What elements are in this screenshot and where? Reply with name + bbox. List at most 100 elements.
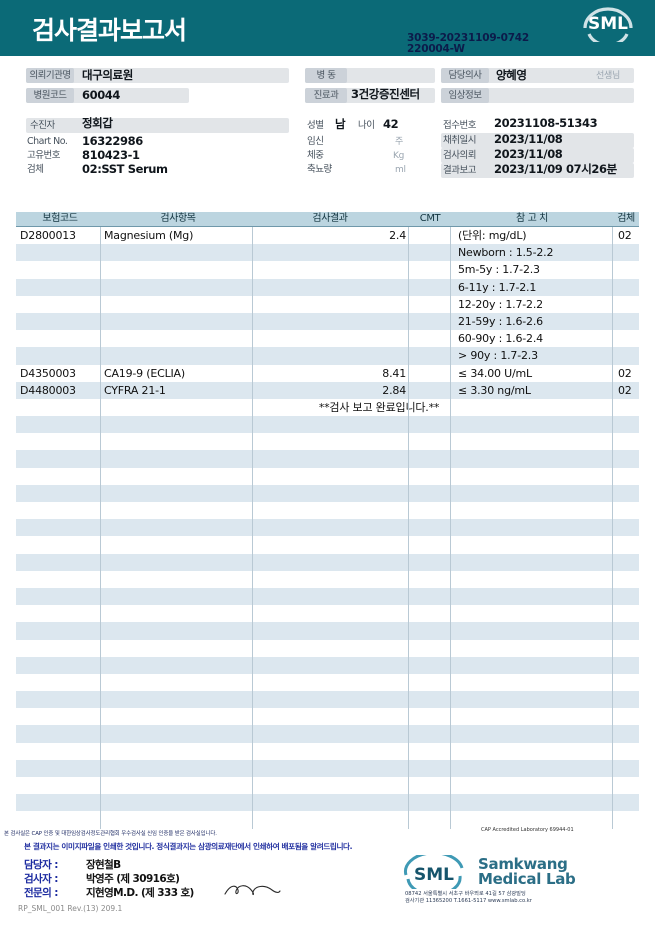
table-row bbox=[16, 759, 639, 777]
table-row: 6-11y : 1.7-2.1 bbox=[16, 278, 639, 296]
weight-label: 체중 bbox=[307, 150, 324, 161]
clinical-info-chip bbox=[441, 88, 634, 103]
table-row bbox=[16, 777, 639, 794]
doctor-value: 양혜영 bbox=[496, 68, 527, 82]
cell-code: D4480003 bbox=[20, 383, 76, 397]
rule-code bbox=[100, 227, 101, 829]
cell-ref: 5m-5y : 1.7-2.3 bbox=[458, 263, 540, 277]
ordered-value: 2023/11/08 bbox=[494, 147, 563, 161]
column-header-result: 검사결과 bbox=[312, 213, 348, 224]
doctor-label: 담당의사 bbox=[441, 68, 489, 83]
patient-info-panel: 의뢰기관명 대구의료원 병원코드 60044 수진자 정회갑 Chart No.… bbox=[0, 56, 655, 208]
column-header-code: 보험코드 bbox=[42, 213, 78, 224]
table-row bbox=[16, 691, 639, 709]
svg-text:SML: SML bbox=[414, 865, 454, 885]
table-row: D4480003 CYFRA 21-1 2.84 ≤ 3.30 ng/mL 02 bbox=[16, 381, 639, 399]
rule-name bbox=[252, 227, 253, 829]
pregnancy-unit: 주 bbox=[395, 137, 403, 147]
sex-label: 성별 bbox=[307, 120, 324, 131]
institution-chip bbox=[26, 68, 289, 83]
cell-ref: 21-59y : 1.6-2.6 bbox=[458, 314, 543, 328]
cell-result: 8.41 bbox=[382, 366, 406, 380]
signature-row-manager: 담당자 : 장현철B bbox=[24, 857, 121, 872]
lab-name-line-1: Samkwang bbox=[478, 855, 568, 873]
ordered-chip bbox=[441, 148, 634, 163]
cell-ref: ≤ 34.00 U/mL bbox=[458, 366, 532, 380]
institution-label: 의뢰기관명 bbox=[26, 68, 74, 83]
page-title: 검사결과보고서 bbox=[32, 16, 187, 45]
table-row bbox=[16, 519, 639, 537]
specimen-label: 검체 bbox=[27, 164, 44, 175]
table-row: 5m-5y : 1.7-2.3 bbox=[16, 261, 639, 278]
technologist-label: 검사자 : bbox=[24, 873, 58, 885]
age-value: 42 bbox=[383, 117, 399, 131]
manager-value: 장현철B bbox=[86, 859, 121, 871]
rule-ref bbox=[612, 227, 613, 829]
handwritten-signature-icon bbox=[224, 885, 281, 896]
lab-address-line-1: 08742 서울특별시 서초구 바우뫼로 41길 57 삼광빌딩 bbox=[405, 891, 526, 897]
table-row bbox=[16, 553, 639, 571]
manager-label: 담당자 : bbox=[24, 859, 58, 871]
doctor-chip bbox=[441, 68, 634, 83]
rule-result bbox=[408, 227, 409, 829]
cell-code: D4350003 bbox=[20, 366, 76, 380]
reported-chip bbox=[441, 163, 634, 178]
barcode-line-1: 3039-20231109-0742 bbox=[407, 32, 530, 44]
specialist-value: 지현영M.D. (제 333 호) bbox=[86, 887, 194, 899]
dept-value: 3건강증진센터 bbox=[351, 87, 420, 101]
dept-label: 진료과 bbox=[305, 88, 347, 103]
results-table: 보험코드 검사항목 검사결과 CMT 참 고 치 검체 D2800013 Magn… bbox=[16, 212, 639, 829]
cap-accreditation-note: 본 검사실은 CAP 인증 및 대한임상검사정도관리협회 우수검사실 신임 인증… bbox=[4, 831, 217, 837]
patient-name-label: 수진자 bbox=[30, 120, 55, 131]
ordered-label: 검사의뢰 bbox=[443, 150, 476, 161]
table-row bbox=[16, 605, 639, 622]
patient-name-value: 정회갑 bbox=[82, 116, 113, 130]
table-row bbox=[16, 622, 639, 640]
table-row bbox=[16, 708, 639, 725]
ward-label: 병 동 bbox=[305, 68, 347, 83]
sex-value: 남 bbox=[335, 117, 346, 131]
patient-name-chip bbox=[26, 118, 289, 133]
collected-chip bbox=[441, 133, 634, 148]
lab-name-line-2: Medical Lab bbox=[478, 870, 576, 888]
svg-text:SML: SML bbox=[588, 14, 628, 34]
table-row bbox=[16, 502, 639, 519]
rule-cmt bbox=[450, 227, 451, 829]
age-label: 나이 bbox=[358, 120, 375, 131]
collected-label: 채취일시 bbox=[443, 135, 476, 146]
table-row bbox=[16, 794, 639, 812]
patient-id-value: 810423-1 bbox=[82, 148, 140, 162]
signature-row-technologist: 검사자 : 박영주 (제 30916호) bbox=[24, 871, 180, 886]
cell-ref: Newborn : 1.5-2.2 bbox=[458, 246, 554, 260]
table-row bbox=[16, 725, 639, 743]
receipt-no-label: 접수번호 bbox=[443, 120, 476, 131]
table-row bbox=[16, 416, 639, 434]
table-header-row: 보험코드 검사항목 검사결과 CMT 참 고 치 검체 bbox=[16, 212, 639, 227]
lab-address-line-2: 검사기관 11365200 T.1661-5117 www.smlab.co.k… bbox=[405, 898, 532, 904]
print-disclaimer: 본 결과지는 이미지파일을 인쇄한 것입니다. 정식결과지는 삼광의료재단에서 … bbox=[24, 842, 353, 851]
chart-no-value: 16322986 bbox=[82, 134, 143, 148]
report-header-band: 검사결과보고서 SML 3039-20231109-0742 220004-W bbox=[0, 0, 655, 56]
table-row: D2800013 Magnesium (Mg) 2.4 (단위: mg/dL) 02 bbox=[16, 227, 639, 244]
table-row bbox=[16, 536, 639, 553]
urine-volume-label: 축뇨량 bbox=[307, 164, 332, 175]
patient-id-label: 고유번호 bbox=[27, 150, 60, 161]
clinical-info-label: 임상정보 bbox=[441, 88, 489, 103]
cell-ref: 12-20y : 1.7-2.2 bbox=[458, 297, 543, 311]
column-header-name: 검사항목 bbox=[160, 213, 196, 224]
column-header-ref: 참 고 치 bbox=[516, 213, 548, 224]
table-row bbox=[16, 640, 639, 657]
cell-spc: 02 bbox=[618, 383, 632, 397]
table-row: 12-20y : 1.7-2.2 bbox=[16, 296, 639, 313]
table-row: Newborn : 1.5-2.2 bbox=[16, 244, 639, 262]
cell-ref: 6-11y : 1.7-2.1 bbox=[458, 280, 537, 294]
urine-volume-unit: ml bbox=[395, 165, 406, 175]
table-row: > 90y : 1.7-2.3 bbox=[16, 347, 639, 365]
completion-note: **검사 보고 완료입니다.** bbox=[318, 400, 440, 414]
technologist-value: 박영주 (제 30916호) bbox=[86, 873, 180, 885]
cell-ref: (단위: mg/dL) bbox=[458, 229, 527, 242]
specialist-label: 전문의 : bbox=[24, 887, 58, 899]
cell-name: CA19-9 (ECLIA) bbox=[104, 366, 185, 380]
cell-ref: ≤ 3.30 ng/mL bbox=[458, 383, 531, 397]
reported-label: 결과보고 bbox=[443, 165, 476, 176]
